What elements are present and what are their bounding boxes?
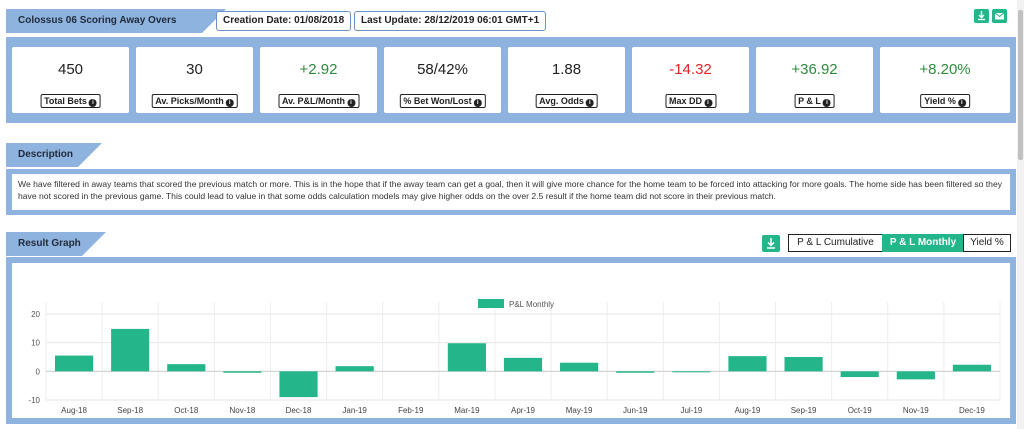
stat-label-yield[interactable]: Yield % i (920, 94, 970, 108)
bar (728, 356, 767, 372)
x-tick-label: Oct-18 (174, 406, 199, 415)
stat-total-bets: 450 Total Bets i (12, 47, 129, 113)
y-tick-label: 0 (36, 367, 41, 376)
stat-avg-odds: 1.88 Avg. Odds i (508, 47, 625, 113)
stat-yield: +8.20% Yield % i (880, 47, 1010, 113)
pl-monthly-button[interactable]: P & L Monthly (882, 234, 964, 252)
page-title-tab: Colossus 06 Scoring Away Overs (6, 9, 226, 33)
legend-label: P&L Monthly (509, 300, 554, 309)
description-panel: We have filtered in away teams that scor… (6, 169, 1016, 215)
yield-button[interactable]: Yield % (963, 234, 1011, 252)
bar (447, 343, 486, 372)
x-tick-label: May-19 (566, 406, 593, 415)
stat-value: -14.32 (669, 61, 712, 78)
info-icon: i (822, 99, 831, 107)
stat-value: +36.92 (791, 61, 838, 78)
bar (54, 355, 94, 372)
info-icon: i (88, 99, 97, 107)
x-tick-label: Oct-19 (848, 406, 873, 415)
stat-value: 1.88 (551, 61, 582, 78)
stat-value: +2.92 (299, 61, 338, 78)
bar (952, 364, 992, 372)
bar (560, 362, 599, 372)
stat-value: 450 (57, 61, 84, 78)
creation-date-badge: Creation Date: 01/08/2018 (216, 11, 352, 31)
x-tick-label: Apr-19 (511, 406, 536, 415)
stat-value: 30 (186, 61, 203, 78)
stat-label-bet-won-lost[interactable]: % Bet Won/Lost i (399, 94, 486, 108)
bar (279, 371, 318, 398)
pl-cumulative-button[interactable]: P & L Cumulative (788, 234, 883, 252)
info-icon: i (473, 99, 482, 107)
bar (672, 371, 711, 373)
stats-panel: 450 Total Bets i 30 Av. Picks/Month i +2.9… (6, 37, 1016, 123)
x-tick-label: Dec-19 (959, 406, 985, 415)
graph-download-button[interactable] (762, 235, 780, 252)
bar (784, 357, 823, 372)
last-update-badge: Last Update: 28/12/2019 06:01 GMT+1 (354, 11, 547, 31)
stat-av-picks-month: 30 Av. Picks/Month i (136, 47, 253, 113)
email-button[interactable] (992, 9, 1007, 23)
y-tick-label: 10 (31, 339, 40, 348)
stat-label-av-pl-month[interactable]: Av. P&L/Month i (278, 94, 359, 108)
info-icon: i (704, 99, 713, 107)
stat-value: 58/42% (417, 61, 468, 78)
bar (896, 371, 935, 380)
stat-av-pl-month: +2.92 Av. P&L/Month i (260, 47, 377, 113)
x-tick-label: Feb-19 (398, 406, 424, 415)
graph-mode-toggle: P & L Cumulative P & L Monthly Yield % (788, 234, 1016, 252)
bar (335, 366, 374, 372)
bar (111, 328, 150, 372)
x-tick-label: Jul-19 (680, 406, 702, 415)
x-tick-label: Aug-19 (735, 406, 761, 415)
result-graph-tab: Result Graph (6, 232, 106, 256)
stat-value: +8.20% (919, 61, 971, 78)
description-text: We have filtered in away teams that scor… (12, 174, 1010, 210)
description-tab: Description (6, 143, 102, 167)
y-tick-label: 20 (31, 310, 40, 319)
download-icon (767, 238, 775, 249)
x-tick-label: Sep-18 (117, 406, 143, 415)
x-tick-label: Dec-18 (286, 406, 312, 415)
page-title: Colossus 06 Scoring Away Overs (18, 15, 177, 26)
result-graph-panel: 20 10 0 -10 Aug-18 Sep-18 Oct-18 Nov-18 Dec-18 Ja… (6, 257, 1016, 424)
bar (840, 371, 879, 378)
x-tick-label: Nov-19 (903, 406, 929, 415)
scrollbar-thumb[interactable] (1018, 10, 1023, 160)
description-title: Description (18, 149, 74, 160)
legend-swatch (478, 299, 504, 308)
stat-bet-won-lost: 58/42% % Bet Won/Lost i (384, 47, 501, 113)
info-icon: i (585, 99, 594, 107)
stat-label-max-dd[interactable]: Max DD i (664, 94, 717, 108)
stat-label-avg-odds[interactable]: Avg. Odds i (535, 94, 598, 108)
info-icon: i (957, 99, 966, 107)
chart-container: 20 10 0 -10 Aug-18 Sep-18 Oct-18 Nov-18 Dec-18 Ja… (12, 263, 1010, 418)
x-tick-label: Nov-18 (230, 406, 256, 415)
x-tick-label: Jan-19 (342, 406, 367, 415)
x-tick-label: Sep-19 (791, 406, 817, 415)
result-graph-title: Result Graph (18, 238, 81, 249)
download-icon (978, 11, 985, 21)
info-icon: i (347, 99, 355, 107)
stat-max-dd: -14.32 Max DD i (632, 47, 749, 113)
bar (503, 357, 543, 372)
email-icon (994, 12, 1005, 20)
bar (167, 364, 206, 372)
bar (223, 371, 262, 373)
bar (616, 371, 655, 373)
stat-label-total-bets[interactable]: Total Bets i (40, 94, 101, 108)
y-tick-label: -10 (28, 396, 40, 405)
x-tick-label: Mar-19 (454, 406, 480, 415)
info-icon: i (225, 99, 234, 107)
x-tick-label: Aug-18 (61, 406, 87, 415)
download-button[interactable] (974, 9, 989, 23)
page-scrollbar[interactable] (1017, 0, 1024, 429)
pl-monthly-chart: 20 10 0 -10 Aug-18 Sep-18 Oct-18 Nov-18 Dec-18 Ja… (28, 299, 1001, 415)
x-tick-label: Jun-19 (623, 406, 648, 415)
stat-label-av-picks-month[interactable]: Av. Picks/Month i (151, 94, 238, 108)
